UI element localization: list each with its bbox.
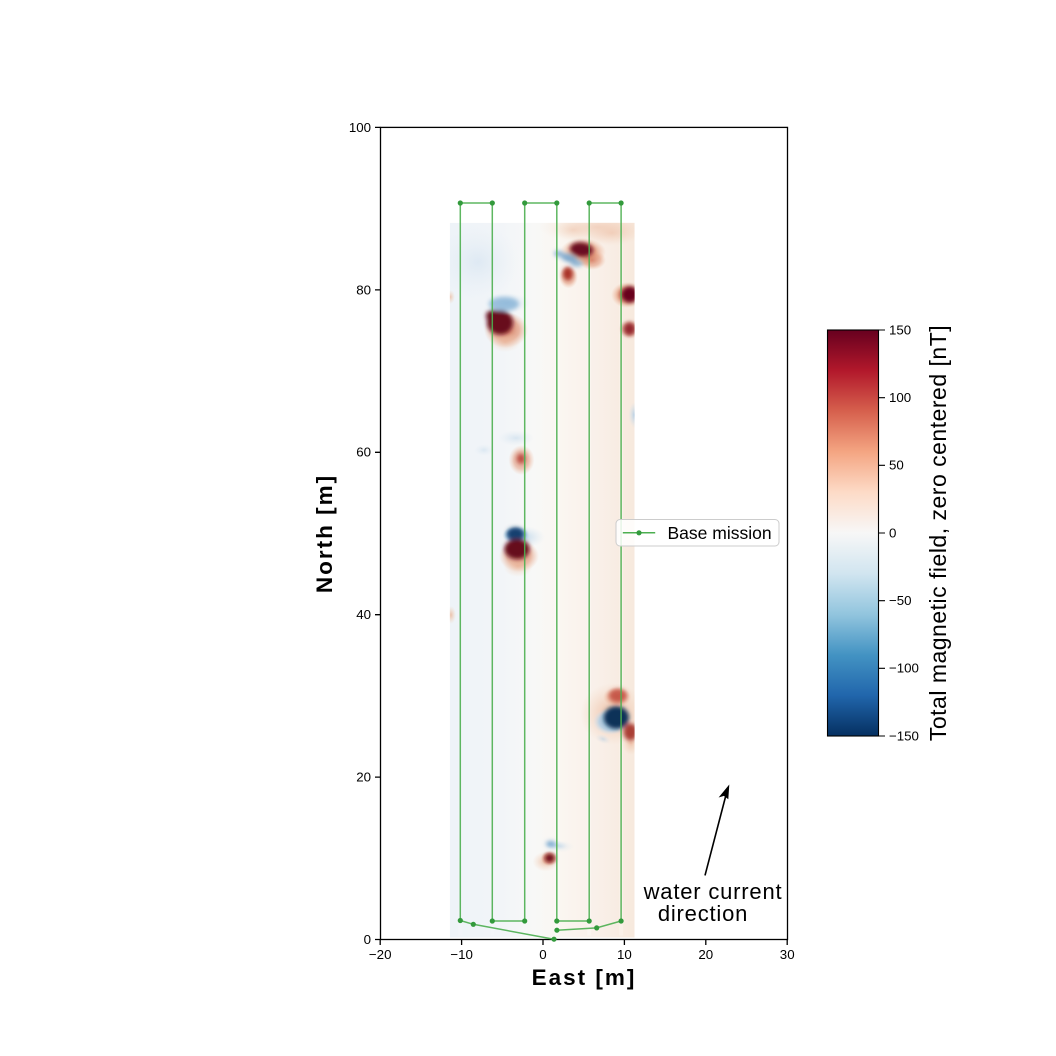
- svg-text:20: 20: [356, 770, 371, 785]
- svg-text:50: 50: [889, 458, 904, 473]
- svg-text:60: 60: [356, 445, 371, 460]
- svg-text:80: 80: [356, 282, 371, 297]
- svg-text:30: 30: [780, 947, 795, 962]
- svg-text:Total magnetic field, zero cen: Total magnetic field, zero centered [nT]: [925, 325, 951, 741]
- svg-text:0: 0: [889, 525, 896, 540]
- svg-text:20: 20: [698, 947, 713, 962]
- svg-text:0: 0: [539, 947, 546, 962]
- svg-text:10: 10: [617, 947, 632, 962]
- svg-text:100: 100: [889, 390, 911, 405]
- svg-text:East [m]: East [m]: [532, 965, 637, 990]
- svg-text:−10: −10: [450, 947, 473, 962]
- svg-text:0: 0: [364, 932, 371, 947]
- svg-text:North [m]: North [m]: [312, 474, 337, 593]
- svg-text:−20: −20: [369, 947, 392, 962]
- svg-text:water current: water current: [643, 879, 783, 904]
- svg-text:−50: −50: [889, 593, 912, 608]
- svg-text:−100: −100: [889, 661, 919, 676]
- svg-text:100: 100: [349, 120, 371, 135]
- svg-text:40: 40: [356, 607, 371, 622]
- svg-text:−150: −150: [889, 728, 919, 743]
- svg-text:150: 150: [889, 322, 911, 337]
- svg-text:Base mission: Base mission: [668, 523, 772, 543]
- svg-text:direction: direction: [658, 901, 748, 926]
